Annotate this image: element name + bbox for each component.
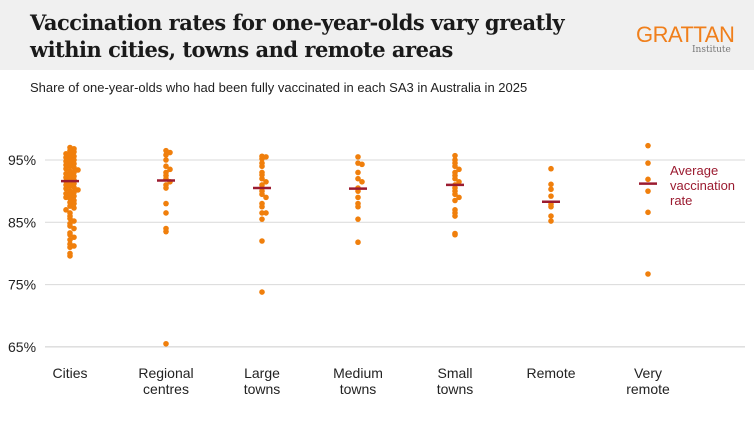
data-point <box>645 271 651 277</box>
data-point <box>71 184 77 191</box>
grattan-logo-subtext: Institute <box>692 45 731 55</box>
y-tick-label: 95% <box>8 152 36 168</box>
y-tick-label: 75% <box>8 277 36 293</box>
data-point <box>259 216 265 222</box>
data-point <box>259 163 265 170</box>
data-point <box>71 193 77 199</box>
x-tick-label: Large <box>244 365 280 381</box>
data-point <box>548 181 554 188</box>
chart-subtitle: Share of one-year-olds who had been full… <box>30 80 528 95</box>
data-point <box>452 191 458 198</box>
data-point <box>456 179 462 185</box>
data-point <box>71 225 77 232</box>
y-tick-label: 85% <box>8 214 36 230</box>
x-tick-label: towns <box>340 381 377 397</box>
data-point <box>452 152 458 159</box>
data-point <box>71 200 77 207</box>
data-point <box>67 236 73 243</box>
chart-title: Vaccination rates for one-year-olds vary… <box>30 10 565 62</box>
data-point <box>259 175 265 182</box>
data-point <box>259 289 265 295</box>
data-point <box>355 154 361 160</box>
data-point <box>259 203 265 210</box>
data-point <box>71 149 77 155</box>
data-point <box>645 160 651 166</box>
x-tick-label: remote <box>626 381 670 397</box>
data-point <box>548 203 554 210</box>
data-point <box>259 210 265 216</box>
x-tick-label: towns <box>437 381 474 397</box>
x-tick-label: Remote <box>526 365 575 381</box>
data-point <box>263 210 269 216</box>
data-point <box>67 244 73 251</box>
data-point <box>167 149 173 156</box>
data-point <box>548 213 554 219</box>
grattan-logo: GRATTAN <box>636 22 735 47</box>
data-point <box>355 175 361 182</box>
data-point <box>548 165 554 172</box>
data-point <box>645 176 651 183</box>
data-point <box>548 193 554 199</box>
data-point <box>355 203 361 210</box>
x-tick-label: Cities <box>52 365 87 381</box>
data-point <box>163 340 169 347</box>
data-point <box>163 200 169 207</box>
data-point <box>359 161 365 168</box>
data-point <box>452 175 458 182</box>
data-point <box>71 164 77 171</box>
data-point <box>75 167 81 173</box>
x-tick-label: Very <box>634 365 662 381</box>
data-point <box>355 216 361 222</box>
x-tick-label: Small <box>437 365 472 381</box>
data-point <box>75 187 81 193</box>
data-point <box>163 157 169 163</box>
annotation-average: Average vaccination rate <box>670 163 735 208</box>
data-point <box>359 179 365 185</box>
data-point <box>163 163 169 170</box>
data-point <box>259 155 265 162</box>
data-point <box>63 207 69 213</box>
x-tick-label: Medium <box>333 365 383 381</box>
data-point <box>452 163 458 170</box>
data-point <box>456 166 462 173</box>
data-point <box>645 209 651 216</box>
data-point <box>355 239 361 246</box>
data-point <box>456 194 462 201</box>
data-point <box>71 205 77 211</box>
data-point <box>71 234 77 241</box>
data-point <box>167 166 173 173</box>
data-point <box>263 179 269 185</box>
data-point <box>548 218 554 224</box>
data-point <box>452 213 458 219</box>
x-tick-label: towns <box>244 381 281 397</box>
data-point <box>452 197 458 204</box>
data-point <box>645 188 651 194</box>
data-point <box>63 165 69 172</box>
data-point <box>259 238 265 244</box>
data-point <box>163 185 169 191</box>
data-point <box>67 231 73 238</box>
data-point <box>355 194 361 201</box>
data-point <box>259 191 265 198</box>
data-point <box>548 186 554 193</box>
data-point <box>452 231 458 238</box>
data-point <box>355 169 361 176</box>
data-point <box>163 228 169 235</box>
data-point <box>645 142 651 149</box>
data-point <box>67 253 73 259</box>
data-point <box>63 185 69 192</box>
x-tick-label: Regional <box>138 365 193 381</box>
data-point <box>163 210 169 216</box>
data-point <box>163 152 169 158</box>
header: Vaccination rates for one-year-olds vary… <box>0 0 754 70</box>
data-point <box>67 215 73 222</box>
y-tick-label: 65% <box>8 339 36 355</box>
data-point <box>263 194 269 201</box>
data-point <box>67 223 73 229</box>
data-point <box>71 218 77 224</box>
x-tick-label: centres <box>143 381 189 397</box>
